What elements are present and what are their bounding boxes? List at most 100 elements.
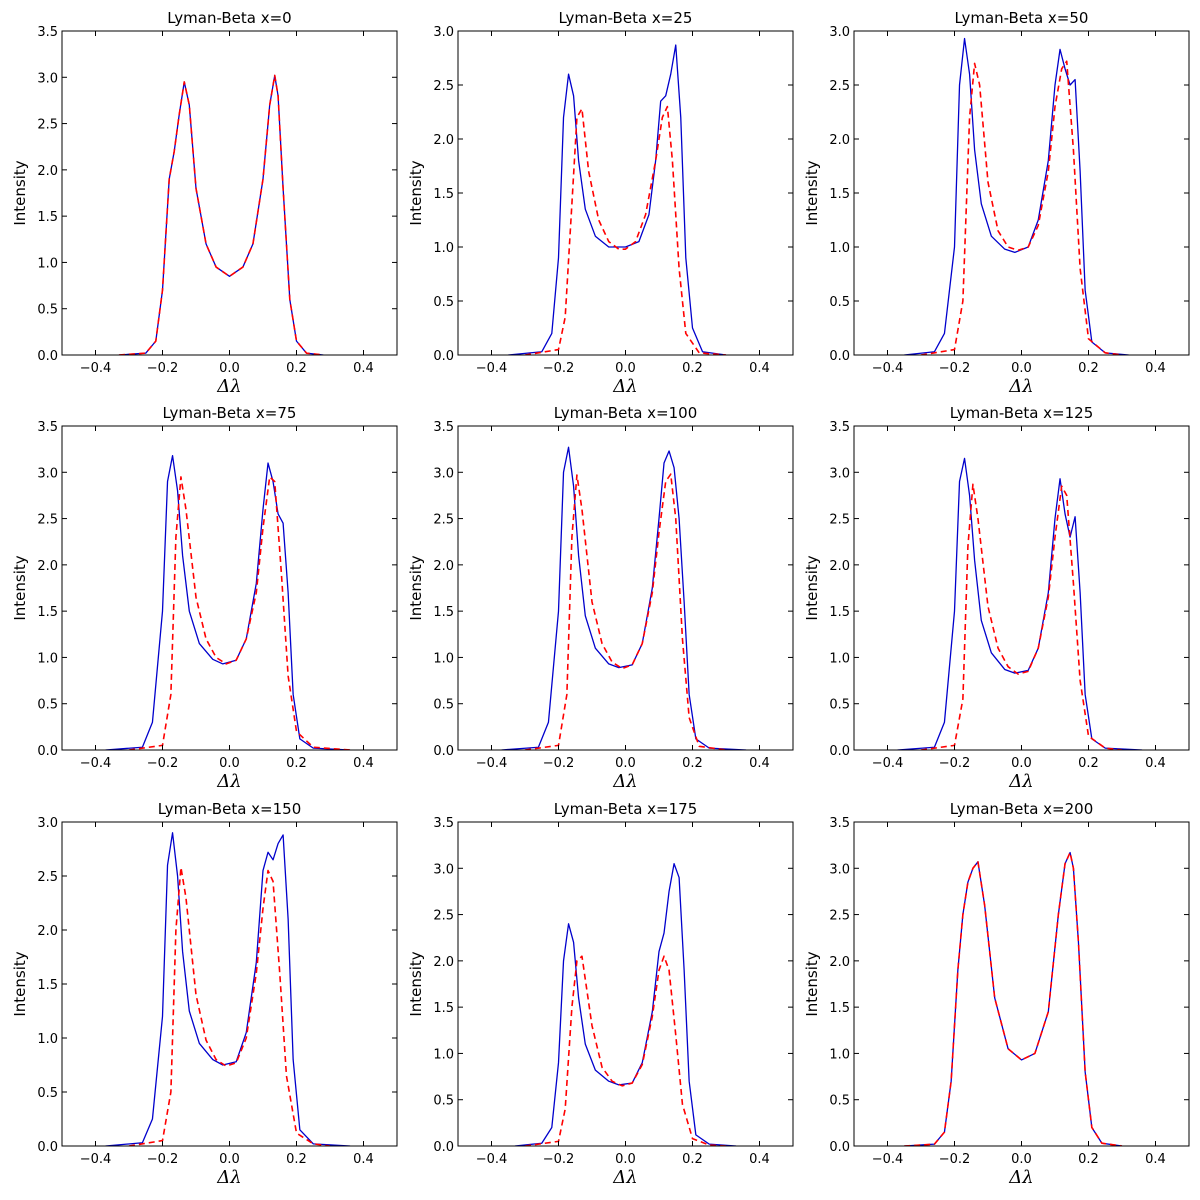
y-tick-label: 0.5 bbox=[433, 1094, 454, 1109]
subplot-title: Lyman-Beta x=75 bbox=[163, 404, 297, 422]
x-tick-label: 0.4 bbox=[353, 1152, 374, 1167]
y-tick-label: 3.0 bbox=[829, 466, 850, 481]
y-tick-label: 3.5 bbox=[433, 816, 454, 831]
x-tick-label: 0.4 bbox=[749, 1152, 770, 1167]
x-tick-label: 0.4 bbox=[1145, 1152, 1166, 1167]
x-tick-label: −0.2 bbox=[543, 1152, 575, 1167]
y-tick-label: 0.5 bbox=[829, 295, 850, 310]
y-tick-label: 0.0 bbox=[829, 349, 850, 364]
x-tick-label: 0.4 bbox=[353, 756, 374, 771]
y-tick-label: 3.5 bbox=[37, 420, 58, 435]
axes-frame bbox=[853, 425, 1190, 751]
axes-frame bbox=[457, 821, 794, 1147]
series-line-solid bbox=[904, 37, 1129, 355]
y-tick-label: 1.5 bbox=[829, 187, 850, 202]
subplot-title: Lyman-Beta x=25 bbox=[559, 9, 693, 27]
y-tick-label: 1.5 bbox=[433, 187, 454, 202]
subplot-3: Lyman-Beta x=75 −0.4 −0.2 0.0 0.2 0.4 0.0 0.5 1.… bbox=[11, 404, 398, 792]
y-tick-label: 1.0 bbox=[37, 1032, 58, 1047]
subplot-title: Lyman-Beta x=150 bbox=[158, 800, 301, 818]
series-line-solid bbox=[501, 446, 747, 750]
y-tick-label: 1.0 bbox=[37, 256, 58, 271]
subplot-1: Lyman-Beta x=25 −0.4 −0.2 0.0 0.2 0.4 0.0 0.5 1.… bbox=[407, 9, 794, 397]
y-tick-label: 3.0 bbox=[829, 25, 850, 40]
x-tick-label: 0.2 bbox=[682, 361, 703, 376]
y-tick-label: 2.0 bbox=[829, 955, 850, 970]
axes-frame bbox=[61, 821, 398, 1147]
x-tick-label: 0.0 bbox=[1011, 1152, 1032, 1167]
x-tick-label: −0.2 bbox=[939, 756, 971, 771]
y-tick-label: 0.5 bbox=[37, 1086, 58, 1101]
axes-frame bbox=[853, 821, 1190, 1147]
x-tick-label: −0.4 bbox=[872, 361, 904, 376]
x-axis-label: Δλ bbox=[612, 771, 637, 792]
y-axis-label: Intensity bbox=[407, 555, 425, 620]
x-tick-label: −0.4 bbox=[80, 756, 112, 771]
x-tick-label: −0.4 bbox=[872, 756, 904, 771]
y-tick-label: 0.0 bbox=[433, 1140, 454, 1155]
subplot-title: Lyman-Beta x=200 bbox=[950, 800, 1093, 818]
y-axis-label: Intensity bbox=[407, 951, 425, 1016]
x-tick-label: 0.4 bbox=[749, 361, 770, 376]
series-line-dashed bbox=[524, 105, 727, 355]
series-line-dashed bbox=[920, 60, 1123, 355]
subplot-2: Lyman-Beta x=50 −0.4 −0.2 0.0 0.2 0.4 0.0 0.5 1.… bbox=[803, 9, 1190, 397]
x-tick-label: 0.2 bbox=[682, 756, 703, 771]
axes-frame bbox=[853, 30, 1190, 356]
subplot-title: Lyman-Beta x=125 bbox=[950, 404, 1093, 422]
y-tick-label: 1.0 bbox=[829, 1047, 850, 1062]
x-axis-label: Δλ bbox=[612, 1167, 637, 1188]
subplot-4: Lyman-Beta x=100 −0.4 −0.2 0.0 0.2 0.4 0.0 0.5 1… bbox=[407, 404, 794, 792]
subplot-6: Lyman-Beta x=150 −0.4 −0.2 0.0 0.2 0.4 0.0 0.5 1… bbox=[11, 800, 398, 1188]
series-line-solid bbox=[897, 457, 1143, 750]
y-axis-label: Intensity bbox=[803, 951, 821, 1016]
y-tick-label: 0.0 bbox=[829, 744, 850, 759]
series-line-solid bbox=[118, 74, 324, 355]
axes-frame bbox=[61, 425, 398, 751]
y-tick-label: 1.5 bbox=[829, 605, 850, 620]
x-axis-label: Δλ bbox=[216, 1167, 241, 1188]
y-axis-label: Intensity bbox=[407, 160, 425, 225]
y-tick-label: 2.5 bbox=[37, 870, 58, 885]
y-tick-label: 2.0 bbox=[829, 133, 850, 148]
x-tick-label: −0.4 bbox=[80, 361, 112, 376]
x-tick-label: −0.4 bbox=[476, 756, 508, 771]
subplot-0: Lyman-Beta x=0 −0.4 −0.2 0.0 0.2 0.4 0.0 0.5 1.0… bbox=[11, 9, 398, 397]
y-tick-label: 2.5 bbox=[829, 513, 850, 528]
x-tick-label: 0.0 bbox=[615, 361, 636, 376]
series-line-solid bbox=[105, 454, 351, 750]
y-tick-label: 1.5 bbox=[433, 605, 454, 620]
y-axis-label: Intensity bbox=[11, 951, 29, 1016]
subplot-title: Lyman-Beta x=175 bbox=[554, 800, 697, 818]
x-tick-label: −0.2 bbox=[939, 1152, 971, 1167]
axes-frame bbox=[61, 30, 398, 356]
y-tick-label: 1.0 bbox=[433, 651, 454, 666]
x-tick-label: −0.4 bbox=[872, 1152, 904, 1167]
y-tick-label: 0.5 bbox=[829, 698, 850, 713]
x-tick-label: 0.4 bbox=[1145, 756, 1166, 771]
y-tick-label: 0.0 bbox=[433, 349, 454, 364]
y-tick-label: 3.0 bbox=[433, 25, 454, 40]
y-tick-label: 0.0 bbox=[37, 349, 58, 364]
y-tick-label: 2.0 bbox=[37, 164, 58, 179]
x-axis-label: Δλ bbox=[1008, 771, 1033, 792]
y-tick-label: 1.0 bbox=[433, 241, 454, 256]
x-tick-label: −0.2 bbox=[147, 1152, 179, 1167]
x-tick-label: −0.2 bbox=[543, 756, 575, 771]
axes-frame bbox=[457, 425, 794, 751]
x-tick-label: −0.2 bbox=[543, 361, 575, 376]
x-tick-label: 0.0 bbox=[615, 1152, 636, 1167]
y-tick-label: 1.5 bbox=[37, 978, 58, 993]
series-line-solid bbox=[508, 44, 727, 355]
x-axis-label: Δλ bbox=[1008, 1167, 1033, 1188]
y-tick-label: 3.0 bbox=[37, 466, 58, 481]
y-axis-label: Intensity bbox=[11, 555, 29, 620]
series-line-dashed bbox=[920, 483, 1123, 750]
y-tick-label: 2.5 bbox=[37, 118, 58, 133]
y-tick-label: 2.5 bbox=[37, 513, 58, 528]
x-axis-label: Δλ bbox=[216, 771, 241, 792]
series-line-solid bbox=[514, 863, 737, 1146]
x-tick-label: 0.2 bbox=[1078, 361, 1099, 376]
x-tick-label: 0.2 bbox=[1078, 756, 1099, 771]
y-tick-label: 0.5 bbox=[433, 698, 454, 713]
